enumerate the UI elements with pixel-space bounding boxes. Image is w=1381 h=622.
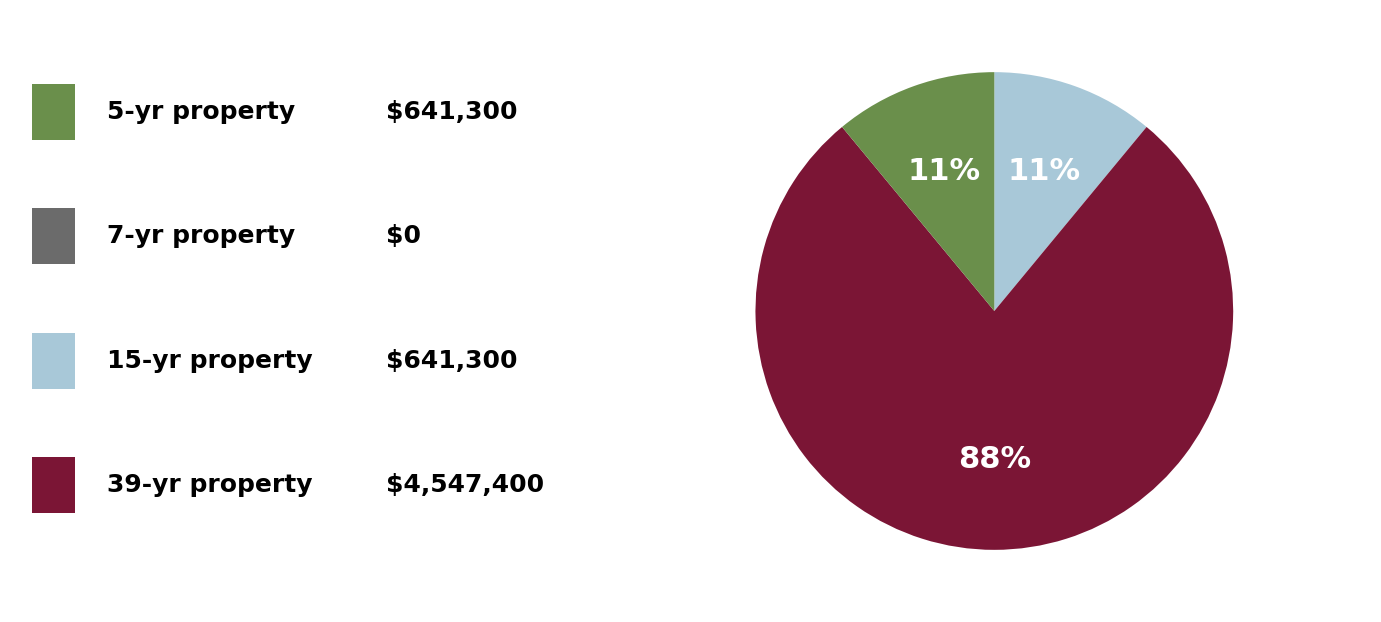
Text: 5-yr property: 5-yr property [108,100,296,124]
Wedge shape [842,72,994,311]
FancyBboxPatch shape [32,333,75,389]
Text: 7-yr property: 7-yr property [108,225,296,248]
Text: 39-yr property: 39-yr property [108,473,312,497]
Text: 11%: 11% [907,157,981,186]
Text: $0: $0 [387,225,421,248]
FancyBboxPatch shape [32,457,75,513]
Text: $4,547,400: $4,547,400 [387,473,544,497]
Text: $641,300: $641,300 [387,100,518,124]
Text: $641,300: $641,300 [387,349,518,373]
Text: 15-yr property: 15-yr property [108,349,312,373]
Wedge shape [755,127,1233,550]
Text: 11%: 11% [1008,157,1081,186]
FancyBboxPatch shape [32,84,75,140]
FancyBboxPatch shape [32,208,75,264]
Text: 88%: 88% [958,445,1030,473]
Wedge shape [994,72,1146,311]
